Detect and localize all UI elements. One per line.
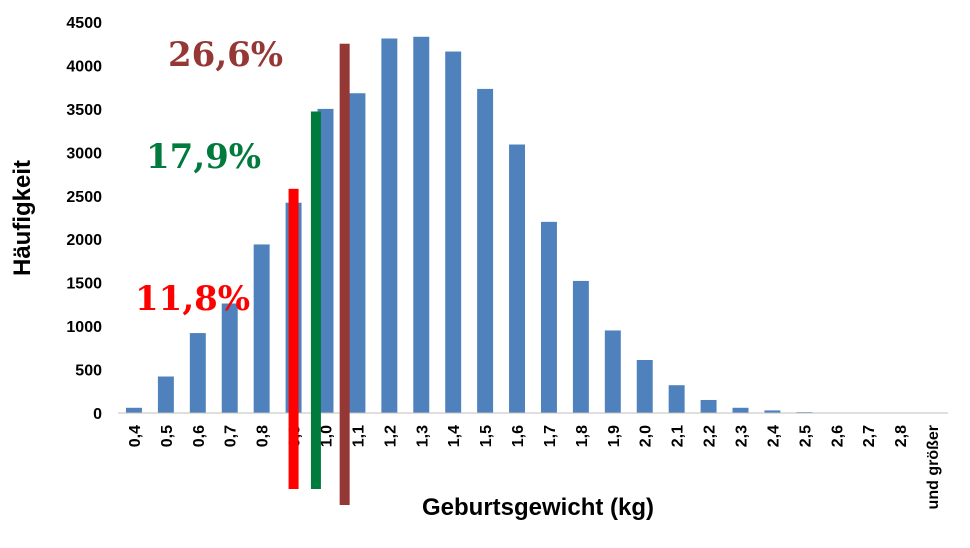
- y-tick-label: 4500: [66, 15, 102, 32]
- x-tick-label: 0,8: [255, 425, 272, 447]
- x-tick-label: 2,0: [638, 425, 655, 447]
- percentage-annotation: 11,8%: [135, 279, 250, 319]
- bar: [636, 359, 653, 413]
- x-tick-label: 2,2: [702, 425, 719, 447]
- bar: [349, 93, 366, 413]
- x-tick-label: 1,0: [319, 425, 336, 447]
- x-tick-label: 1,5: [478, 425, 495, 447]
- bar: [413, 36, 430, 413]
- x-tick-label: 0,4: [127, 425, 144, 447]
- bar: [445, 51, 462, 413]
- x-tick-label: 0,6: [191, 425, 208, 447]
- x-tick-label: 1,7: [542, 425, 559, 447]
- x-tick-label: 1,3: [414, 425, 431, 447]
- x-tick-label: 1,1: [350, 425, 367, 447]
- x-tick-label: 1,9: [606, 425, 623, 447]
- x-tick-label: 1,8: [574, 425, 591, 447]
- bar: [477, 88, 494, 413]
- x-tick-label: 0,5: [159, 425, 176, 447]
- x-tick-label: 2,1: [670, 425, 687, 447]
- x-tick-label: 1,6: [510, 425, 527, 447]
- x-tick-label: 1,2: [382, 425, 399, 447]
- bar: [509, 144, 526, 413]
- bar: [189, 333, 206, 413]
- x-tick-label: 0,7: [223, 425, 240, 447]
- threshold-marker: [339, 43, 350, 505]
- bar: [604, 330, 621, 413]
- y-tick-label: 1000: [66, 319, 102, 336]
- y-tick-label: 3500: [66, 102, 102, 119]
- x-tick-label: 2,3: [734, 425, 751, 447]
- bar: [572, 280, 589, 413]
- y-tick-label: 1500: [66, 276, 102, 293]
- y-tick-label: 4000: [66, 58, 102, 75]
- bar: [381, 38, 398, 414]
- y-axis-ticks: 0 500 1000 1500 2000 2500 3000 3500 4000 4500: [66, 15, 102, 423]
- bar: [221, 303, 238, 413]
- x-tick-label: 2,6: [829, 425, 846, 447]
- bar: [700, 399, 717, 413]
- percentage-annotation: 26,6%: [168, 35, 283, 75]
- bar: [157, 376, 174, 413]
- y-axis-title: Häufigkeit: [9, 160, 36, 276]
- bars: [125, 36, 909, 414]
- threshold-markers: [288, 43, 350, 505]
- x-tick-label: 2,7: [861, 425, 878, 447]
- x-tick-label: 2,5: [797, 425, 814, 447]
- x-tick-label: 2,8: [893, 425, 910, 447]
- threshold-marker: [288, 188, 299, 489]
- bar: [317, 108, 334, 413]
- y-tick-label: 3000: [66, 145, 102, 162]
- x-tick-label: 2,4: [765, 425, 782, 447]
- bar: [125, 407, 142, 413]
- bar: [732, 407, 749, 413]
- percentage-annotation: 17,9%: [146, 137, 261, 177]
- x-tick-label: und größer: [925, 425, 942, 509]
- y-tick-label: 0: [93, 406, 102, 423]
- x-axis-title: Geburtsgewicht (kg): [422, 494, 654, 521]
- y-tick-label: 2000: [66, 232, 102, 249]
- bar: [540, 221, 557, 413]
- x-axis-ticks: 0,40,50,60,70,80,91,01,11,21,31,41,51,61…: [127, 425, 942, 510]
- threshold-marker: [310, 111, 321, 490]
- bar: [764, 410, 781, 413]
- y-tick-label: 2500: [66, 189, 102, 206]
- x-tick-label: 1,4: [446, 425, 463, 447]
- y-tick-label: 500: [75, 363, 102, 380]
- bar: [668, 385, 685, 413]
- bar: [253, 244, 270, 413]
- annotations: 11,8% 17,9% 26,6%: [135, 35, 283, 319]
